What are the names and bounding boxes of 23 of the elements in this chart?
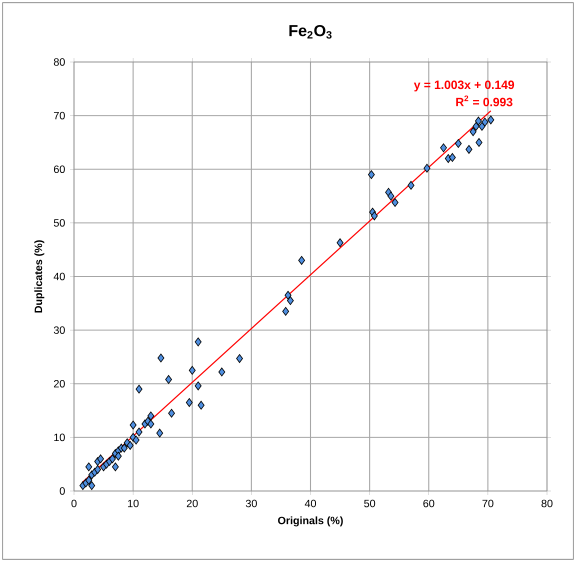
y-tick-label: 40: [54, 272, 65, 280]
chart-title: Fe$_{2}$O$_{3}$: [289, 24, 332, 39]
x-tick-label: 50: [364, 500, 376, 508]
y-tick-label: 10: [54, 434, 65, 442]
y-tick-label: 50: [54, 219, 65, 227]
x-tick-label: 20: [186, 500, 198, 508]
y-tick-label: 20: [54, 380, 65, 388]
annotation: y = 1.003x + 0.149: [414, 80, 514, 92]
y-axis-title: Duplicates (%): [34, 240, 44, 313]
x-tick-label: 60: [423, 500, 434, 508]
x-tick-label: 30: [246, 500, 257, 508]
y-tick-label: 70: [54, 112, 65, 120]
y-tick-label: 80: [54, 58, 65, 66]
annotation: R$^{2}$ = 0.993: [456, 96, 512, 106]
y-tick-label: 0: [60, 487, 65, 495]
x-axis-title: Originals (%): [278, 516, 343, 526]
x-tick-label: 70: [482, 500, 494, 508]
x-tick-label: 40: [304, 500, 316, 508]
x-tick-label: 80: [542, 500, 553, 508]
x-tick-label: 10: [128, 500, 139, 508]
y-tick-label: 30: [54, 326, 65, 334]
x-tick-label: 0: [71, 500, 77, 508]
y-tick-label: 60: [54, 165, 65, 174]
